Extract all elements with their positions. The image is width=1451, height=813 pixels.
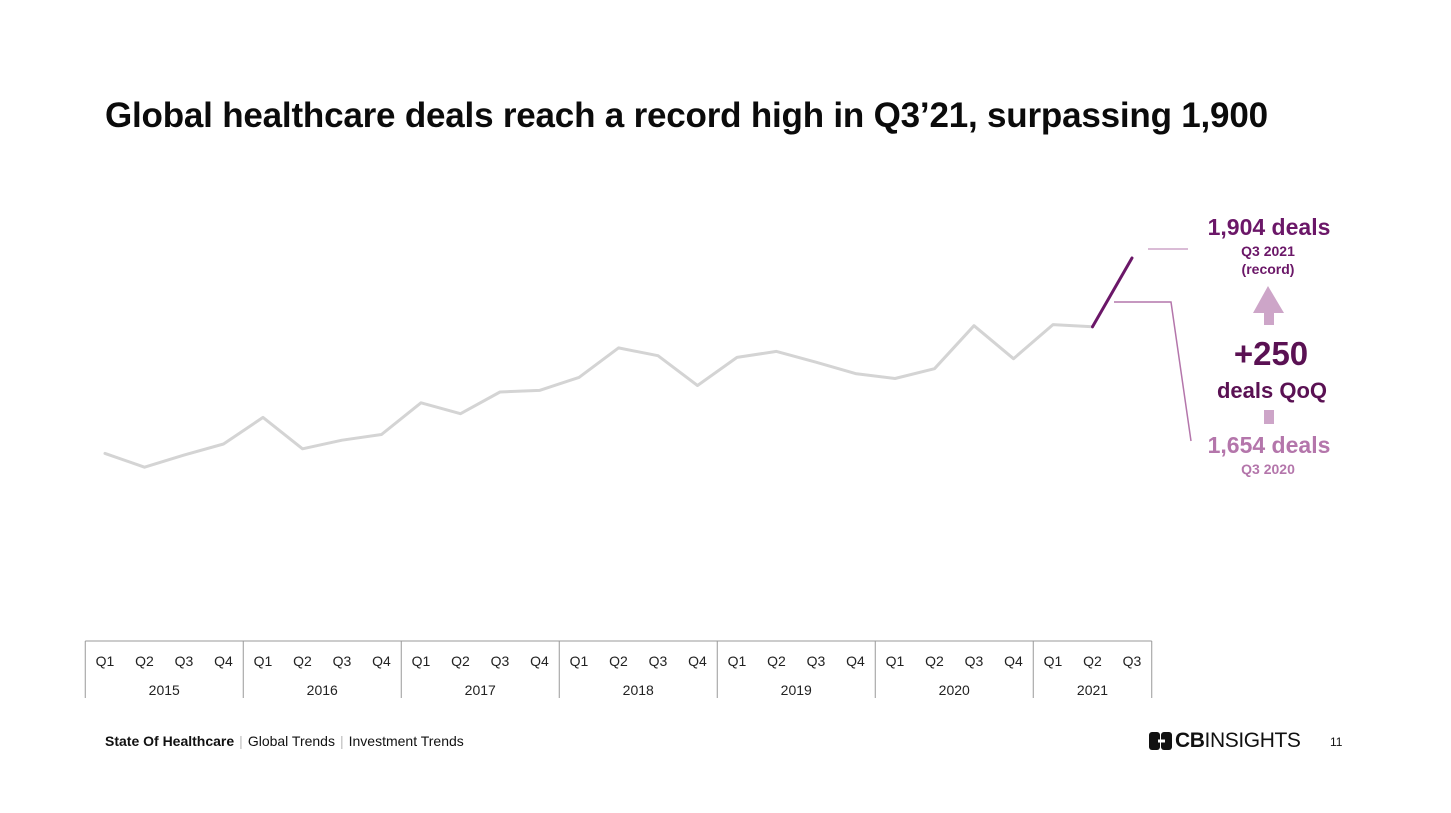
x-tick-label-quarter: Q3 (807, 653, 826, 669)
x-tick-label-quarter: Q1 (96, 653, 115, 669)
x-tick-label-quarter: Q3 (175, 653, 194, 669)
x-tick-label-year: 2017 (465, 682, 496, 698)
data-point (301, 447, 304, 450)
x-tick-label-quarter: Q1 (412, 653, 431, 669)
x-tick-label-quarter: Q1 (728, 653, 747, 669)
record-note: (record) (1242, 261, 1295, 277)
arrow-shaft-bottom (1264, 410, 1274, 424)
x-tick-label-quarter: Q1 (886, 653, 905, 669)
page-title: Global healthcare deals reach a record h… (105, 96, 1268, 135)
data-point (696, 384, 699, 387)
prior-quarter-label: Q3 2020 (1241, 461, 1295, 477)
x-tick-label-year: 2018 (623, 682, 654, 698)
data-point (617, 346, 620, 349)
data-point (459, 412, 462, 415)
record-deals-value: 1,904 deals (1208, 214, 1331, 240)
data-point (736, 356, 739, 359)
x-axis: Q1 Q2 Q3 Q4 Q1 Q2 Q3 Q4 Q1 Q2 Q3 Q4 Q1 Q2 Q3 Q4 Q1 Q2 Q3 Q4… (84, 640, 1153, 698)
x-tick-label-quarter: Q2 (925, 653, 944, 669)
data-point (578, 376, 581, 379)
x-tick-label-quarter: Q2 (451, 653, 470, 669)
data-point (222, 442, 225, 445)
footer-subsection: Investment Trends (348, 733, 464, 749)
x-tick-label-year: 2015 (149, 682, 180, 698)
data-point (420, 401, 423, 404)
data-point (657, 354, 660, 357)
footer-report-title: State Of Healthcare (105, 733, 235, 749)
data-point (1091, 325, 1094, 328)
data-point (933, 367, 936, 370)
footer-section: Global Trends (247, 733, 335, 749)
page-number: 11 (1330, 735, 1343, 749)
series-line-history (103, 323, 1094, 469)
data-point (143, 466, 146, 469)
footer-separator: | (239, 733, 243, 749)
data-point (262, 416, 265, 419)
record-quarter-label: Q3 2021 (1241, 243, 1295, 259)
x-tick-label-quarter: Q1 (1044, 653, 1063, 669)
x-tick-label-quarter: Q4 (530, 653, 549, 669)
x-tick-label-quarter: Q4 (372, 653, 391, 669)
data-point (538, 389, 541, 392)
data-point (1052, 323, 1055, 326)
x-tick-label-quarter: Q4 (688, 653, 707, 669)
prior-deals-value: 1,654 deals (1208, 432, 1331, 458)
x-tick-label-quarter: Q1 (254, 653, 273, 669)
logo-wordmark: CBINSIGHTS (1175, 729, 1301, 752)
x-tick-label-quarter: Q3 (965, 653, 984, 669)
data-point (104, 452, 107, 455)
x-tick-label-year: 2019 (781, 682, 812, 698)
data-point (183, 454, 186, 457)
x-tick-label-quarter: Q3 (333, 653, 352, 669)
cb-insights-logo-icon (1149, 732, 1172, 750)
up-arrow-icon (1253, 286, 1284, 313)
series-line-highlight (1091, 256, 1134, 329)
x-tick-label-quarter: Q3 (649, 653, 668, 669)
data-point (1012, 357, 1015, 360)
data-point (973, 324, 976, 327)
x-tick-label-quarter: Q2 (1083, 653, 1102, 669)
delta-label: deals QoQ (1217, 378, 1327, 403)
x-tick-label-quarter: Q2 (767, 653, 786, 669)
data-point (380, 433, 383, 436)
prior-leader-line (1114, 301, 1192, 442)
data-point (894, 377, 897, 380)
data-point (854, 372, 857, 375)
footer-separator: | (339, 733, 344, 749)
x-tick-label-quarter: Q4 (214, 653, 233, 669)
x-tick-label-quarter: Q2 (135, 653, 154, 669)
data-point (775, 350, 778, 353)
delta-value: +250 (1234, 335, 1308, 372)
data-point (499, 391, 502, 394)
footer-breadcrumb: State Of Healthcare | Global Trends | Invest… (105, 733, 464, 749)
data-point (815, 361, 818, 364)
cb-insights-logo: CBINSIGHTS (1149, 729, 1301, 753)
x-tick-label-quarter: Q4 (846, 653, 865, 669)
arrow-shaft-top (1264, 313, 1274, 325)
x-tick-label-quarter: Q2 (293, 653, 312, 669)
x-tick-label-quarter: Q2 (609, 653, 628, 669)
x-tick-label-quarter: Q1 (570, 653, 589, 669)
x-tick-label-quarter: Q4 (1004, 653, 1023, 669)
x-tick-label-year: 2016 (307, 682, 338, 698)
x-tick-label-quarter: Q3 (1123, 653, 1142, 669)
x-tick-label-year: 2020 (939, 682, 970, 698)
data-points (104, 257, 1134, 469)
data-point (341, 439, 344, 442)
x-tick-label-quarter: Q3 (491, 653, 510, 669)
x-tick-label-year: 2021 (1077, 682, 1108, 698)
data-point (1131, 257, 1134, 260)
